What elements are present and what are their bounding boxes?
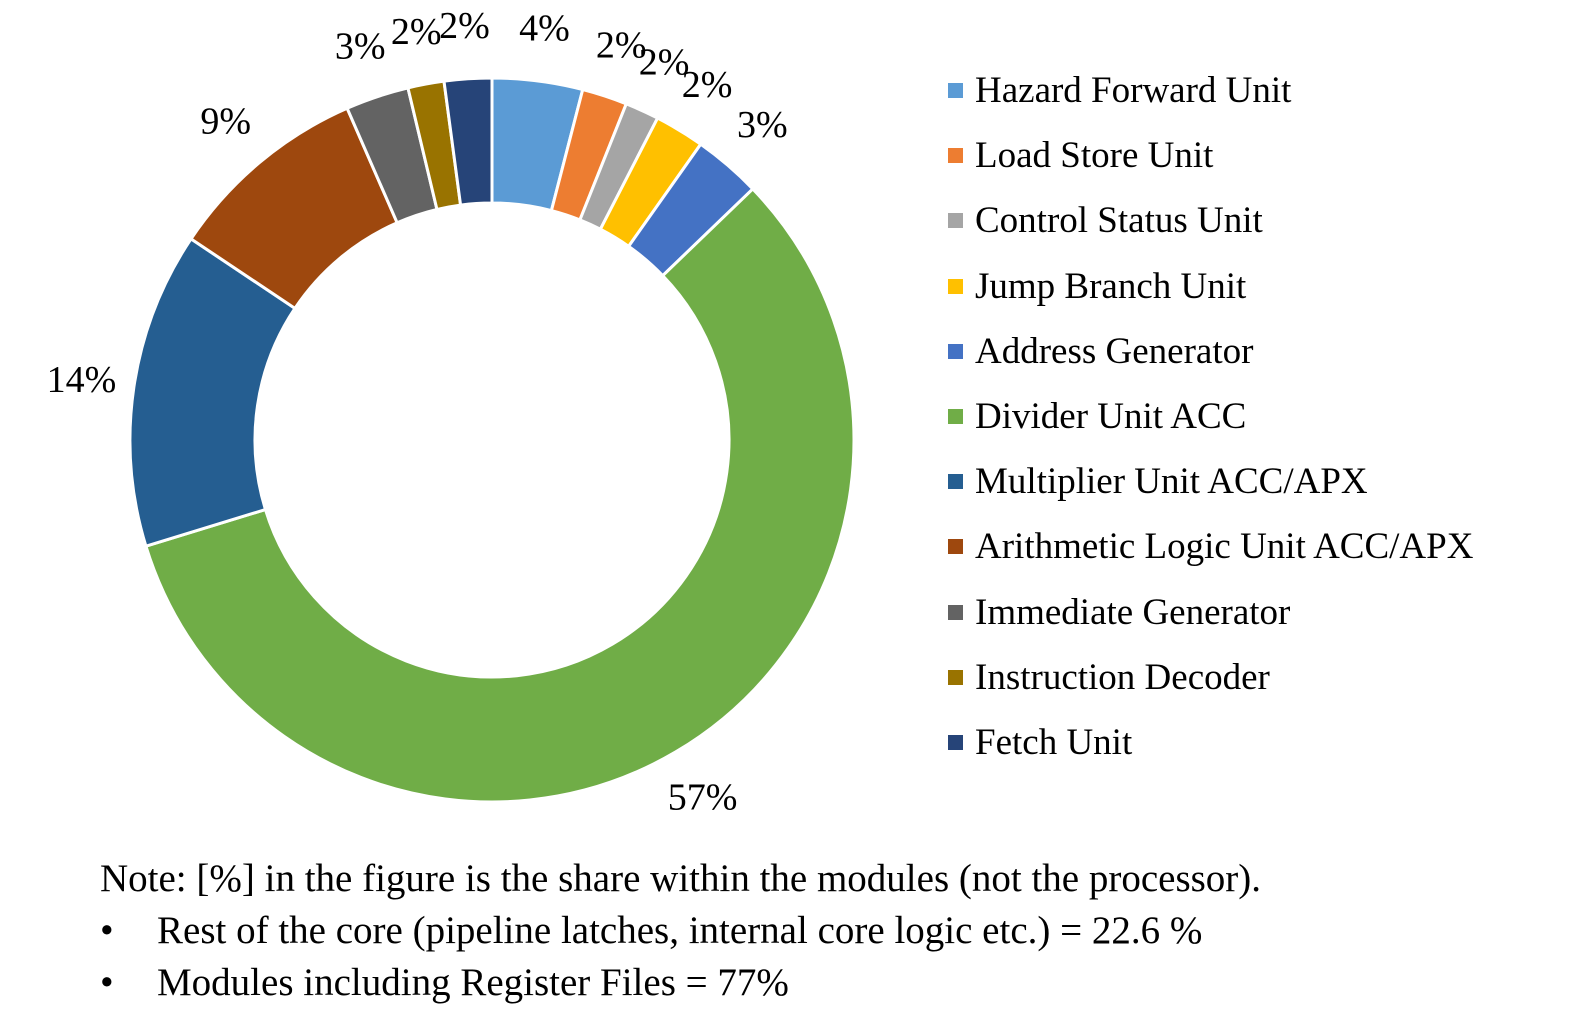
data-label-instruction-decoder: 2%	[391, 11, 442, 53]
legend-swatch	[948, 539, 963, 555]
legend-item: Jump Branch Unit	[948, 254, 1473, 319]
legend-label: Fetch Unit	[975, 721, 1133, 763]
legend-label: Divider Unit ACC	[975, 396, 1247, 438]
data-label-divider-unit-acc: 57%	[668, 777, 738, 819]
data-label-fetch-unit: 2%	[439, 5, 490, 47]
slice-fetch-unit	[442, 76, 494, 207]
legend-item: Immediate Generator	[948, 580, 1473, 645]
legend-swatch	[948, 148, 963, 164]
note-text: Note: [%] in the figure is the share wit…	[100, 857, 1262, 900]
legend-swatch	[948, 474, 963, 490]
legend-label: Load Store Unit	[975, 135, 1214, 177]
legend-item: Fetch Unit	[948, 710, 1473, 775]
legend-label: Immediate Generator	[975, 591, 1291, 633]
legend-label: Control Status Unit	[975, 200, 1263, 242]
legend-label: Hazard Forward Unit	[975, 70, 1292, 112]
bullet-icon: •	[100, 961, 114, 1004]
legend-item: Load Store Unit	[948, 123, 1473, 188]
legend-swatch	[948, 409, 963, 425]
note-bullet-text: Modules including Register Files = 77%	[157, 961, 789, 1004]
legend-item: Control Status Unit	[948, 188, 1473, 253]
legend-item: Arithmetic Logic Unit ACC/APX	[948, 514, 1473, 579]
legend-swatch	[948, 734, 963, 750]
figure-note: Note: [%] in the figure is the share wit…	[100, 853, 1261, 1009]
data-label-multiplier-unit-acc-apx: 14%	[47, 359, 117, 401]
legend-label: Address Generator	[975, 330, 1254, 372]
legend-item: Hazard Forward Unit	[948, 58, 1473, 123]
bullet-icon: •	[100, 909, 114, 952]
slice-divider-unit-acc	[144, 186, 856, 804]
legend-label: Arithmetic Logic Unit ACC/APX	[975, 526, 1474, 568]
legend-item: Divider Unit ACC	[948, 384, 1473, 449]
data-label-arithmetic-logic-unit-acc-apx: 9%	[200, 101, 251, 143]
legend-label: Jump Branch Unit	[975, 265, 1247, 307]
legend-swatch	[948, 669, 963, 685]
legend-item: Address Generator	[948, 319, 1473, 384]
legend-item: Instruction Decoder	[948, 645, 1473, 710]
chart-legend: Hazard Forward Unit Load Store Unit Contro…	[948, 58, 1473, 775]
note-bullet-1: • Rest of the core (pipeline latches, in…	[100, 905, 1261, 957]
data-label-address-generator: 3%	[737, 104, 788, 146]
legend-item: Multiplier Unit ACC/APX	[948, 449, 1473, 514]
data-label-jump-branch-unit: 2%	[682, 64, 733, 106]
legend-label: Instruction Decoder	[975, 656, 1270, 698]
note-bullet-text: Rest of the core (pipeline latches, inte…	[157, 909, 1203, 952]
note-bullet-2: • Modules including Register Files = 77%	[100, 957, 1261, 1009]
legend-swatch	[948, 83, 963, 99]
data-label-load-store-unit: 2%	[596, 25, 647, 67]
legend-swatch	[948, 278, 963, 294]
data-label-hazard-forward-unit: 4%	[519, 7, 570, 49]
legend-swatch	[948, 604, 963, 620]
data-label-control-status-unit: 2%	[639, 41, 690, 83]
legend-swatch	[948, 343, 963, 359]
data-label-immediate-generator: 3%	[335, 25, 386, 67]
legend-swatch	[948, 213, 963, 229]
legend-label: Multiplier Unit ACC/APX	[975, 461, 1368, 503]
